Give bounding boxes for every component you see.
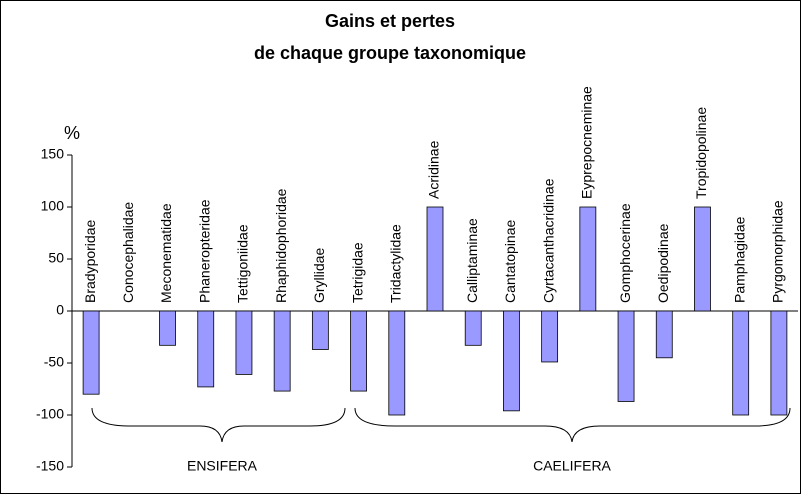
bar — [235, 310, 253, 375]
y-tick-label: 0 — [56, 302, 64, 318]
x-tick-label: Bradyporidae — [82, 220, 98, 303]
bar — [579, 206, 597, 312]
x-tick-label: Tridactylidae — [387, 224, 403, 303]
y-tick-label: -150 — [36, 458, 64, 474]
x-tick-label: Tropidopolinae — [693, 107, 709, 199]
chart-title: Gains et pertes — [325, 11, 455, 31]
bar — [311, 310, 329, 350]
x-tick-label: Cyrtacanthacridinae — [540, 178, 556, 303]
bar — [82, 310, 100, 395]
bar — [350, 310, 367, 392]
y-tick-label: -50 — [44, 354, 64, 370]
x-tick-label: Rhaphidophoridae — [273, 188, 289, 303]
bar — [388, 310, 406, 416]
x-tick-label: Gryllidae — [311, 248, 327, 303]
group-label: CAELIFERA — [533, 458, 611, 474]
bar — [655, 310, 673, 359]
y-tick-label: -100 — [36, 406, 64, 422]
x-tick-label: Tettigoniidae — [235, 224, 251, 303]
x-tick-label: Pyrgomorphidae — [770, 200, 786, 303]
bar — [541, 310, 559, 363]
bar — [503, 310, 520, 412]
bar — [159, 310, 176, 346]
bar — [426, 206, 444, 312]
bar — [694, 206, 711, 312]
bar — [464, 310, 482, 346]
x-tick-label: Oedipodinae — [655, 223, 671, 303]
chart-title: de chaque groupe taxonomique — [254, 43, 526, 63]
bar — [617, 310, 635, 402]
x-tick-label: Phaneropteridae — [196, 199, 212, 303]
group-brace — [354, 407, 791, 443]
x-tick-label: Conocephalidae — [120, 202, 136, 303]
x-tick-label: Eyprepocneminae — [579, 86, 595, 199]
group-brace — [91, 407, 346, 443]
bar — [273, 310, 291, 392]
x-tick-label: Tetrigidae — [349, 242, 365, 303]
x-tick-label: Pamphagidae — [731, 216, 747, 303]
y-tick-label: 150 — [41, 146, 65, 162]
bar — [197, 310, 215, 388]
x-tick-label: Calliptaminae — [464, 218, 480, 303]
y-tick-label: 100 — [41, 198, 65, 214]
y-axis-label: % — [64, 123, 80, 143]
group-label: ENSIFERA — [187, 458, 258, 474]
x-tick-label: Acridinae — [426, 140, 442, 199]
y-tick-label: 50 — [48, 250, 64, 266]
x-tick-label: Gomphocerinae — [617, 203, 633, 303]
bar — [770, 310, 788, 416]
x-tick-label: Cantatopinae — [502, 219, 518, 303]
x-tick-label: Meconematidae — [158, 203, 174, 303]
bar — [732, 310, 750, 416]
